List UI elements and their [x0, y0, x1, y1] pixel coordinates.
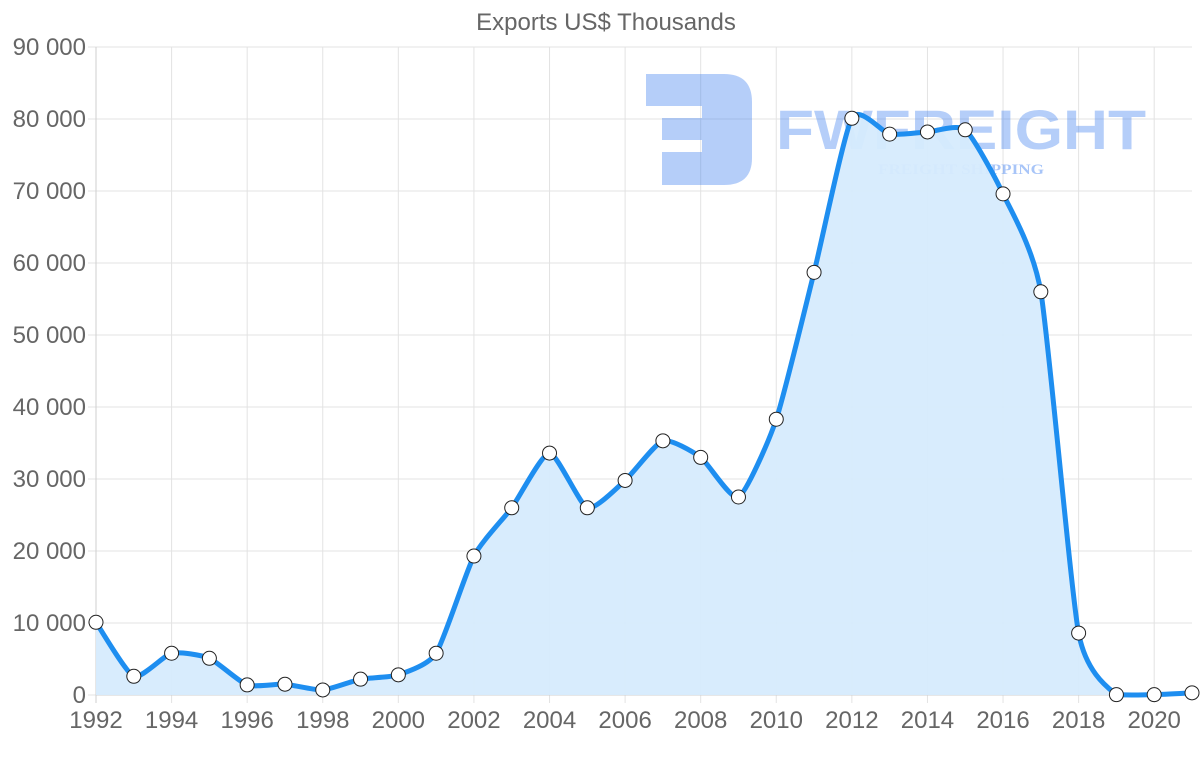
logo-mark-icon [646, 74, 752, 185]
x-tick-label: 2004 [523, 707, 576, 734]
y-tick-label: 30 000 [13, 466, 86, 493]
y-tick-label: 70 000 [13, 178, 86, 205]
x-tick-label: 2002 [447, 707, 500, 734]
data-point[interactable] [617, 472, 633, 488]
data-point[interactable] [579, 500, 595, 516]
x-tick-label: 2008 [674, 707, 727, 734]
data-point[interactable] [882, 126, 898, 142]
data-point[interactable] [466, 548, 482, 564]
data-point[interactable] [1184, 685, 1200, 701]
x-tick-label: 2012 [825, 707, 878, 734]
data-point[interactable] [919, 124, 935, 140]
x-tick-label: 1998 [296, 707, 349, 734]
series-line [93, 112, 1193, 698]
data-point[interactable] [957, 122, 973, 138]
x-tick-label: 2018 [1052, 707, 1105, 734]
data-point[interactable] [995, 186, 1011, 202]
data-point[interactable] [655, 433, 671, 449]
data-point[interactable] [201, 650, 217, 666]
x-tick-label: 2014 [901, 707, 954, 734]
x-tick-label: 2016 [976, 707, 1029, 734]
data-point[interactable] [315, 682, 331, 698]
data-point[interactable] [730, 489, 746, 505]
x-tick-label: 2020 [1128, 707, 1181, 734]
data-point[interactable] [1071, 625, 1087, 641]
chart-title: Exports US$ Thousands [476, 9, 736, 36]
y-tick-label: 10 000 [13, 610, 86, 637]
data-points [88, 110, 1200, 703]
data-point[interactable] [353, 671, 369, 687]
data-point[interactable] [390, 667, 406, 683]
x-tick-label: 1996 [220, 707, 273, 734]
y-axis: 0 10 000 20 000 30 000 40 000 50 000 60 000 70 … [13, 34, 86, 709]
y-tick-label: 80 000 [13, 106, 86, 133]
data-point[interactable] [844, 110, 860, 126]
x-tick-label: 1994 [145, 707, 198, 734]
series-area-fill [96, 114, 1192, 696]
y-tick-label: 50 000 [13, 322, 86, 349]
data-point[interactable] [239, 677, 255, 693]
data-point[interactable] [806, 264, 822, 280]
x-tick-label: 2000 [372, 707, 425, 734]
data-point[interactable] [88, 614, 104, 630]
data-point[interactable] [542, 445, 558, 461]
data-point[interactable] [693, 449, 709, 465]
data-point[interactable] [1108, 687, 1124, 703]
y-tick-label: 0 [73, 682, 86, 709]
data-point[interactable] [164, 645, 180, 661]
data-point[interactable] [126, 668, 142, 684]
data-point[interactable] [1033, 284, 1049, 300]
data-point[interactable] [277, 676, 293, 692]
x-tick-label: 2010 [750, 707, 803, 734]
y-tick-label: 90 000 [13, 34, 86, 61]
data-point[interactable] [504, 500, 520, 516]
x-tick-label: 1992 [69, 707, 122, 734]
y-tick-label: 40 000 [13, 394, 86, 421]
y-tick-label: 60 000 [13, 250, 86, 277]
x-axis: 1992 1994 1996 1998 2000 2002 2004 2006 2008 2010… [69, 707, 1181, 734]
y-tick-label: 20 000 [13, 538, 86, 565]
x-tick-label: 2006 [598, 707, 651, 734]
data-point[interactable] [1146, 687, 1162, 703]
data-point[interactable] [768, 411, 784, 427]
data-point[interactable] [428, 645, 444, 661]
